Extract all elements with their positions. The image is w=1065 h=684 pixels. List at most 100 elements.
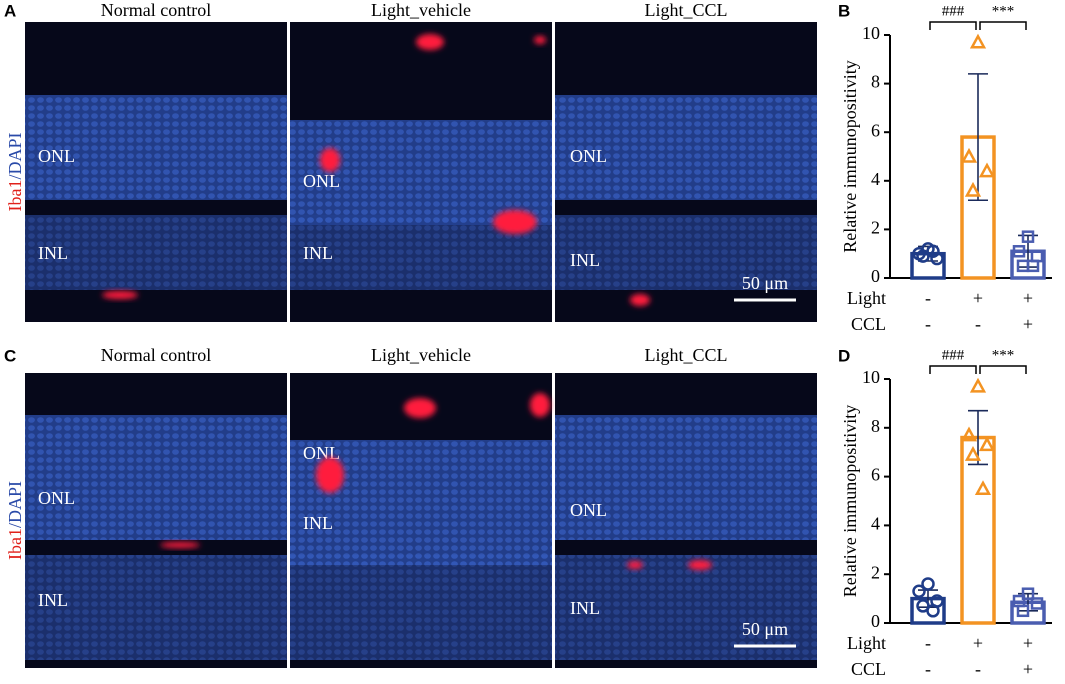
column-title: Light_CCL [644, 0, 727, 20]
nuclear-layer [25, 215, 287, 290]
significance-bracket [929, 365, 977, 374]
layer-label: INL [570, 250, 600, 270]
nuclear-layer [555, 555, 817, 660]
column-title: Light_CCL [644, 345, 727, 365]
data-point [1021, 230, 1035, 243]
row-label: Light [847, 288, 886, 308]
nuclear-layer [25, 555, 287, 660]
row-value: + [1023, 314, 1033, 334]
stain-label: Iba1/DAPI [5, 481, 25, 560]
data-point [1012, 245, 1026, 258]
data-point [926, 244, 940, 259]
y-tick-label: 8 [871, 416, 880, 436]
microglia [630, 294, 650, 306]
microglia [160, 542, 200, 548]
row-value: + [1023, 288, 1033, 308]
data-point [1026, 259, 1040, 273]
row-value: + [973, 288, 983, 308]
row-value: - [925, 659, 931, 679]
microglia [493, 210, 537, 234]
row-value: - [925, 288, 931, 308]
scale-bar-label: 50 μm [742, 273, 788, 293]
layer-label: ONL [570, 500, 607, 520]
microglia [416, 34, 444, 50]
y-tick-label: 2 [871, 562, 880, 582]
data-point [978, 162, 996, 178]
data-point [969, 33, 987, 49]
stain-red: Iba1 [5, 180, 25, 212]
significance-bracket [929, 21, 977, 30]
nuclear-layer [25, 95, 287, 200]
nuclear-layer [290, 555, 552, 660]
layer-label: INL [303, 243, 333, 263]
microglia [102, 291, 138, 299]
column-title: Light_vehicle [371, 0, 471, 20]
data-point [1030, 597, 1044, 610]
significance-bracket [979, 365, 1027, 374]
column-title: Normal control [101, 345, 211, 365]
significance-label: ### [942, 3, 965, 19]
layer-label: ONL [570, 146, 607, 166]
y-tick-label: 4 [871, 169, 880, 189]
y-axis-label: Relative immunopositivity [840, 60, 860, 253]
row-label: Light [847, 633, 886, 653]
nuclear-layer [555, 415, 817, 540]
data-point [1016, 259, 1030, 273]
y-tick-label: 6 [871, 465, 880, 485]
data-point [964, 181, 982, 197]
data-point [921, 577, 935, 591]
y-tick-label: 0 [871, 266, 880, 286]
y-tick-label: 10 [862, 23, 880, 43]
row-value: - [975, 314, 981, 334]
y-tick-label: 4 [871, 514, 880, 534]
stain-blue: /DAPI [5, 133, 25, 180]
microglia [627, 561, 643, 569]
bar [960, 435, 996, 625]
data-point [912, 584, 926, 599]
microglia [530, 393, 550, 417]
y-axis-label: Relative immunopositivity [840, 405, 860, 598]
y-tick-label: 6 [871, 120, 880, 140]
nuclear-layer [555, 215, 817, 290]
layer-label: ONL [38, 146, 75, 166]
y-tick-label: 2 [871, 218, 880, 238]
panel-label: B [838, 1, 850, 20]
microglia [404, 398, 436, 418]
panel-label: D [838, 346, 850, 365]
stain-red: Iba1 [5, 528, 25, 560]
microglia [534, 36, 546, 44]
data-point [1021, 587, 1035, 600]
layer-label: ONL [303, 171, 340, 191]
data-point [969, 377, 987, 393]
row-value: - [975, 659, 981, 679]
y-tick-label: 10 [862, 367, 880, 387]
layer-label: INL [570, 598, 600, 618]
data-point [974, 480, 992, 496]
significance-label: ### [942, 347, 965, 363]
row-value: + [1023, 633, 1033, 653]
layer-label: INL [38, 590, 68, 610]
microglia [688, 560, 712, 570]
data-point [960, 426, 978, 442]
microglia [320, 148, 340, 172]
row-label: CCL [851, 314, 886, 334]
data-point [926, 604, 940, 618]
y-tick-label: 0 [871, 611, 880, 631]
panel-label: C [4, 346, 16, 365]
y-tick-label: 8 [871, 72, 880, 92]
row-value: - [925, 633, 931, 653]
nuclear-layer [555, 95, 817, 200]
data-point [960, 147, 978, 163]
significance-label: *** [992, 347, 1015, 363]
error-bar [968, 73, 988, 202]
data-point [964, 446, 982, 461]
row-label: CCL [851, 659, 886, 679]
significance-bracket [979, 21, 1027, 30]
layer-label: ONL [38, 488, 75, 508]
row-value: - [925, 314, 931, 334]
column-title: Normal control [101, 0, 211, 20]
panel-label: A [4, 1, 16, 20]
data-point [1016, 604, 1030, 618]
nuclear-layer [25, 415, 287, 540]
